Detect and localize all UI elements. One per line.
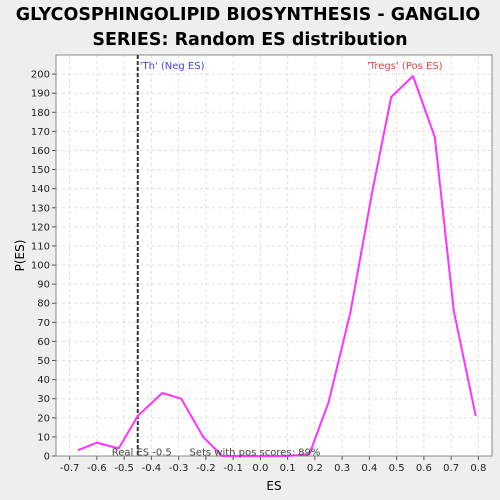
y-tick-label: 80 <box>37 299 50 310</box>
x-axis-label: ES <box>266 479 281 493</box>
x-tick-label: 0.5 <box>389 463 405 474</box>
x-tick-label: 0.4 <box>361 463 377 474</box>
x-tick-label: -0.1 <box>223 463 243 474</box>
x-tick-label: 0.7 <box>443 463 459 474</box>
y-tick-label: 40 <box>37 375 50 386</box>
chart-title-line-1: GLYCOSPHINGOLIPID BIOSYNTHESIS - GANGLIO <box>16 5 480 25</box>
y-tick-label: 190 <box>31 89 50 100</box>
sets-pos-scores-label: Sets with pos scores: 89% <box>189 448 320 459</box>
pos-es-label: 'Tregs' (Pos ES) <box>367 61 443 72</box>
y-tick-label: 90 <box>37 280 50 291</box>
y-tick-label: 100 <box>31 261 50 272</box>
y-tick-label: 110 <box>31 241 50 252</box>
x-tick-label: -0.4 <box>142 463 162 474</box>
x-tick-label: -0.6 <box>87 463 107 474</box>
x-tick-label: 0.1 <box>280 463 296 474</box>
y-tick-label: 180 <box>31 108 50 119</box>
x-tick-label: 0.8 <box>470 463 486 474</box>
y-tick-label: 130 <box>31 203 50 214</box>
x-tick-label: -0.3 <box>169 463 189 474</box>
y-axis-label: P(ES) <box>13 240 27 272</box>
x-tick-label: -0.2 <box>196 463 216 474</box>
x-tick-label: -0.7 <box>60 463 80 474</box>
y-tick-label: 70 <box>37 318 50 329</box>
y-tick-label: 150 <box>31 165 50 176</box>
chart-title-line-2: SERIES: Random ES distribution <box>92 30 407 50</box>
y-tick-label: 20 <box>37 413 50 424</box>
y-tick-label: 170 <box>31 127 50 138</box>
y-tick-label: 160 <box>31 146 50 157</box>
x-tick-label: 0.3 <box>334 463 350 474</box>
x-tick-label: 0.6 <box>416 463 432 474</box>
y-tick-label: 140 <box>31 184 50 195</box>
x-tick-label: 0.2 <box>307 463 323 474</box>
y-tick-label: 10 <box>37 432 50 443</box>
x-tick-label: 0.0 <box>252 463 268 474</box>
y-tick-label: 120 <box>31 222 50 233</box>
x-tick-label: -0.5 <box>114 463 134 474</box>
plot-area <box>56 55 492 456</box>
y-tick-label: 0 <box>44 452 50 463</box>
neg-es-label: 'Th' (Neg ES) <box>140 61 205 72</box>
real-es-label: Real ES -0.5 <box>112 448 172 459</box>
chart-title: GLYCOSPHINGOLIPID BIOSYNTHESIS - GANGLIO… <box>16 5 480 50</box>
es-distribution-line <box>77 75 477 457</box>
y-tick-label: 60 <box>37 337 50 348</box>
y-tick-label: 200 <box>31 70 50 81</box>
tick-labels: -0.7 -0.6 -0.5 -0.4 -0.3 -0.2 -0.1 0.0 0.1 0.2 0.3… <box>31 70 486 474</box>
y-tick-label: 50 <box>37 356 50 367</box>
y-tick-label: 30 <box>37 394 50 405</box>
